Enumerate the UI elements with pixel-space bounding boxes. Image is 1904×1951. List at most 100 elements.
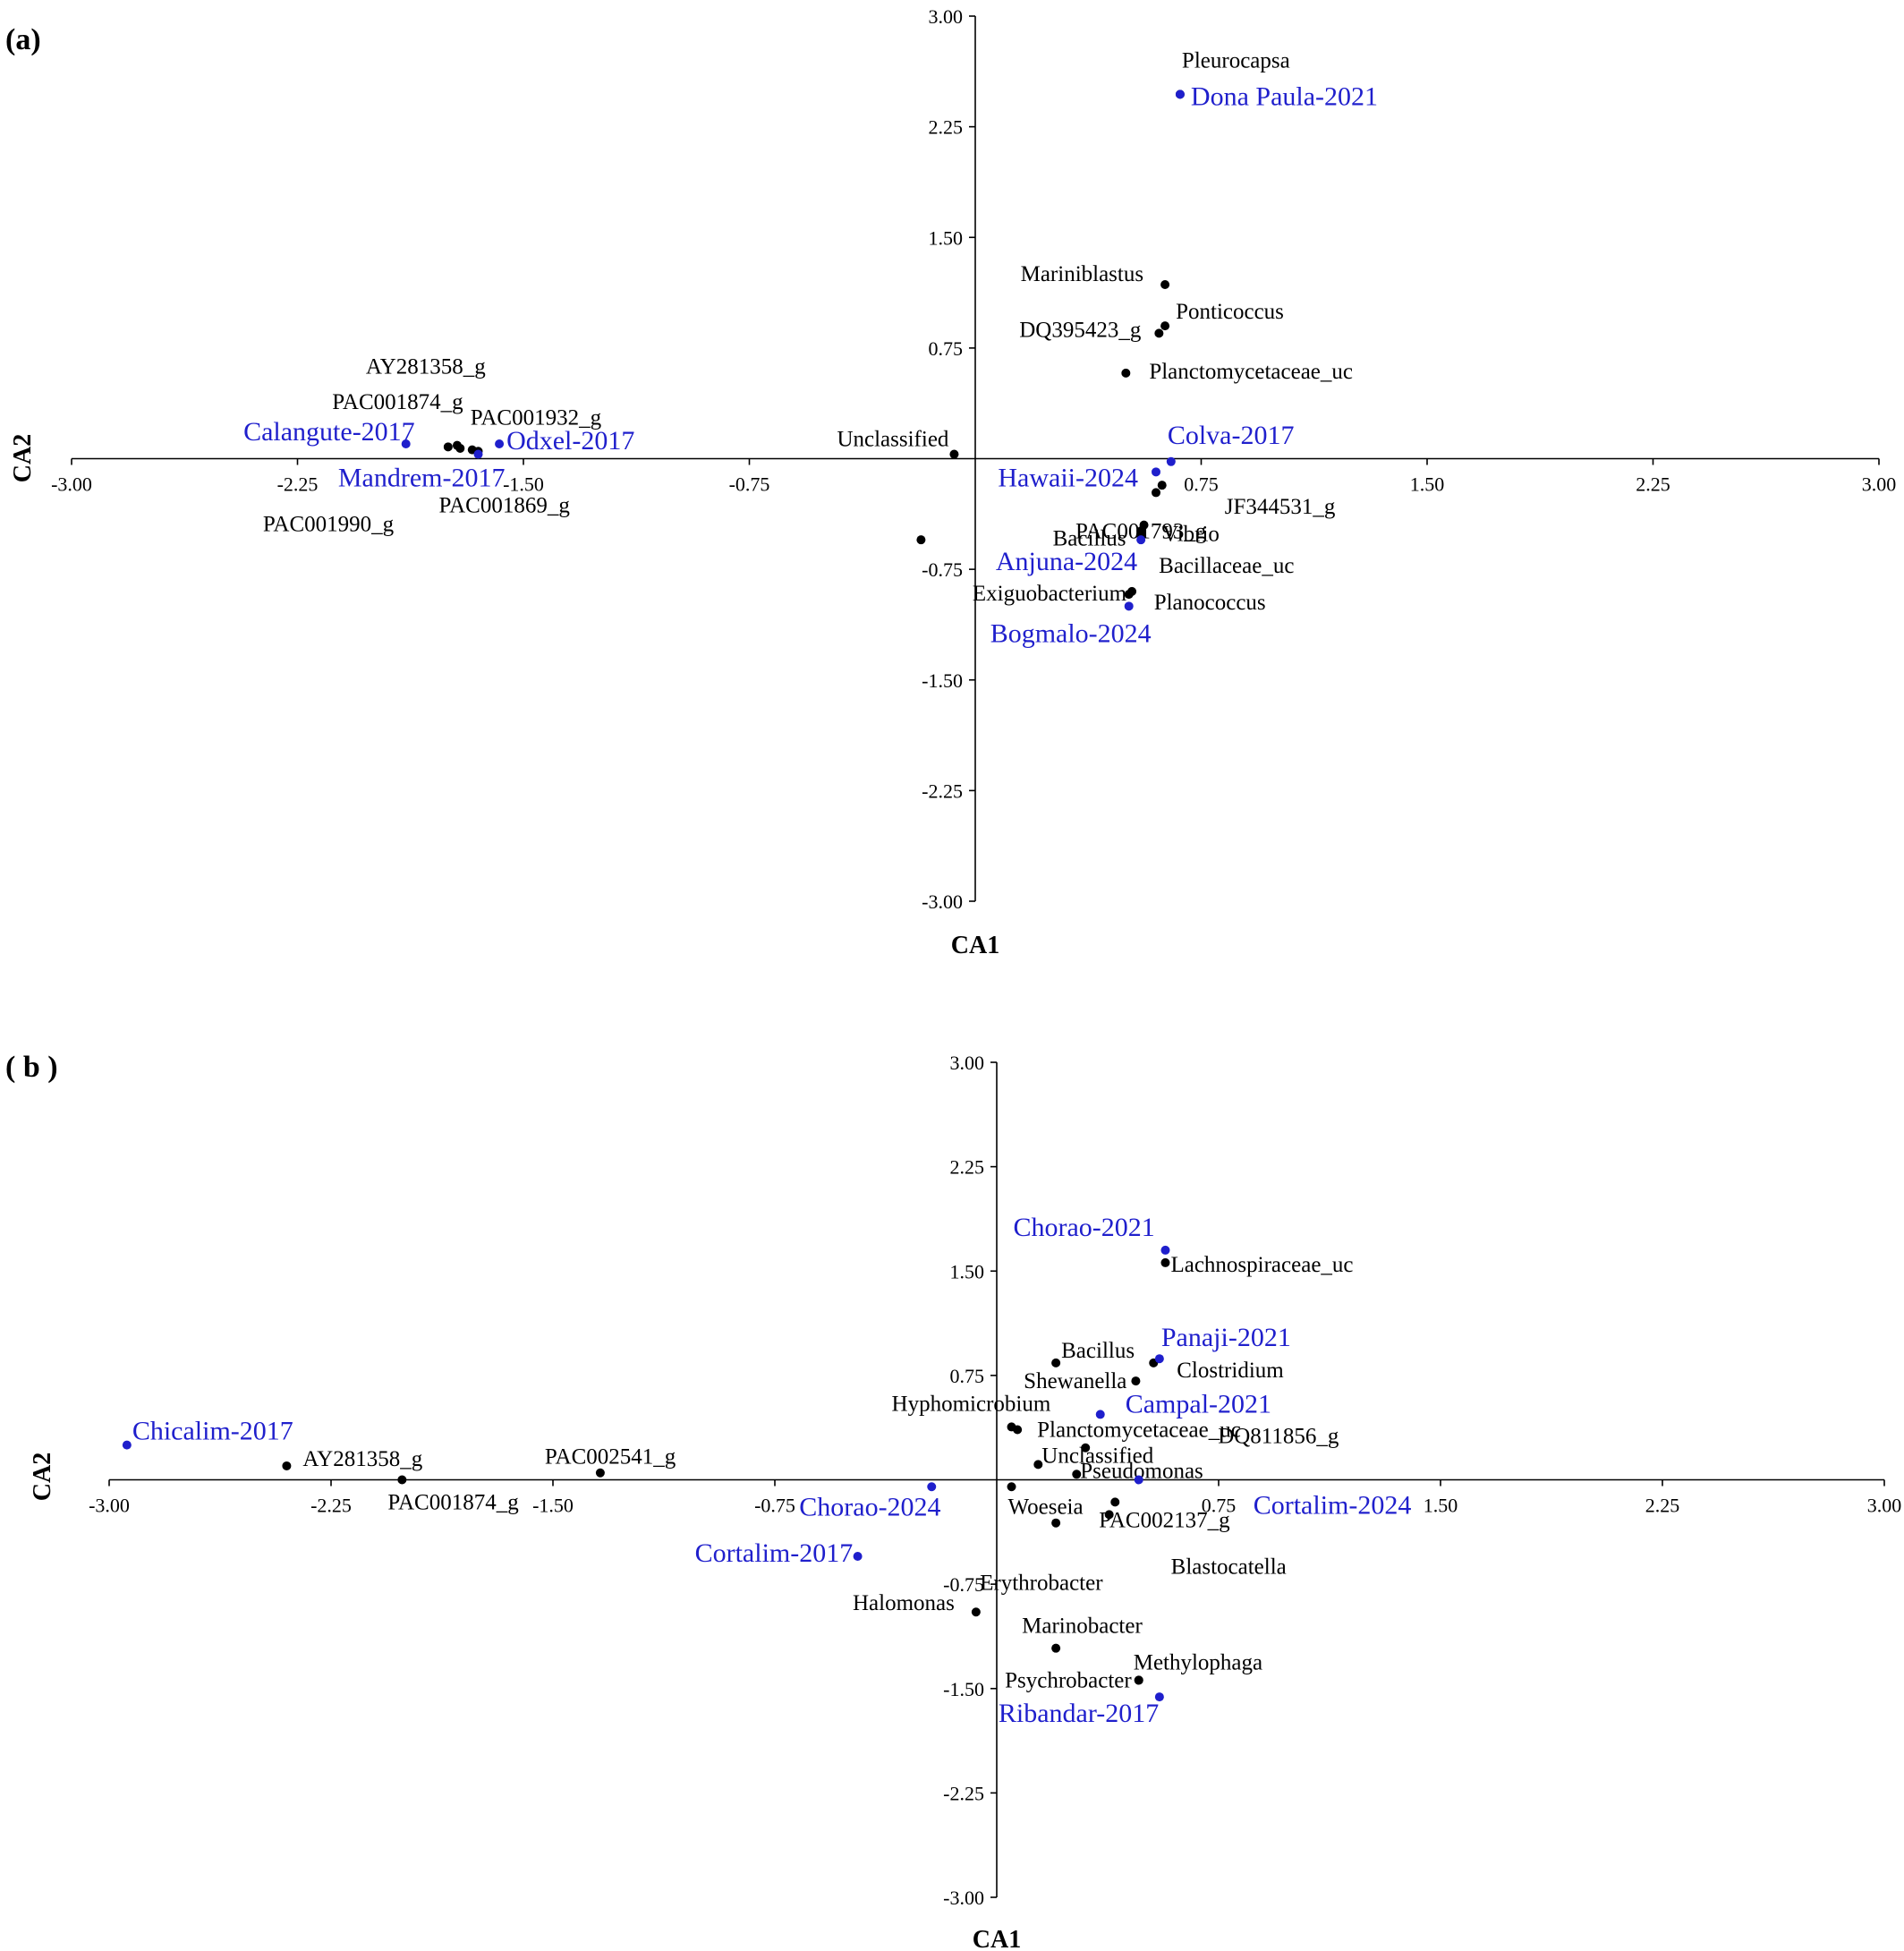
x-tick-label: -2.25: [310, 1495, 352, 1517]
x-tick-label: 2.25: [1636, 473, 1670, 496]
x-tick-label: 2.25: [1645, 1495, 1680, 1517]
x-tick-label: -1.50: [503, 473, 544, 496]
species-label: Shewanella: [1024, 1369, 1126, 1393]
species-label: Planococcus: [1154, 591, 1266, 615]
species-label: DQ811856_g: [1218, 1425, 1339, 1449]
x-tick-label: -0.75: [754, 1495, 795, 1517]
site-label: Calangute-2017: [243, 417, 415, 447]
site-label: Anjuna-2024: [996, 547, 1137, 576]
y-axis-title: CA2: [9, 434, 37, 482]
species-point: [397, 1475, 407, 1485]
site-point: [1152, 467, 1160, 477]
species-point: [1121, 368, 1131, 378]
site-label: Chorao-2024: [799, 1492, 940, 1521]
species-label: JF344531_g: [1225, 495, 1336, 519]
site-point: [1175, 89, 1185, 99]
species-point: [1072, 1470, 1082, 1479]
x-tick-label: 3.00: [1867, 1495, 1902, 1517]
species-label: PAC001874_g: [332, 390, 463, 414]
y-tick-label: 1.50: [950, 1260, 985, 1282]
species-point: [1051, 1518, 1061, 1528]
ca-biplot-panel-b: ( b ) -3.00 -2.25 -1.50 -0.75 0.75 1.50 2.25 3.0…: [5, 1051, 1901, 1951]
site-point: [1166, 456, 1176, 466]
species-point: [1160, 1257, 1170, 1267]
y-tick-label: 0.75: [929, 337, 964, 360]
site-point: [401, 439, 411, 449]
y-tick-label: 3.00: [929, 5, 964, 28]
x-tick-label: 1.50: [1410, 473, 1445, 496]
x-tick-label: 3.00: [1862, 473, 1897, 496]
site-point: [473, 449, 483, 459]
site-label: Chorao-2021: [1013, 1213, 1154, 1242]
panel-label: (a): [5, 23, 41, 56]
x-tick-label: 0.75: [1202, 1495, 1237, 1517]
site-point: [853, 1552, 863, 1562]
x-tick-label: -2.25: [277, 473, 319, 496]
ca-biplot-panel-a: (a) -3.00 -2.25 -1.50 -0.75 0.75 1.50 2.25 3.00 3…: [5, 5, 1897, 959]
species-point: [971, 1607, 981, 1617]
x-axis-title: CA1: [973, 1926, 1021, 1951]
site-point: [122, 1440, 132, 1450]
y-tick-label: 3.00: [950, 1052, 985, 1074]
site-point: [1095, 1410, 1105, 1419]
x-axis-title: CA1: [951, 932, 999, 959]
x-tick-label: -3.00: [89, 1495, 130, 1517]
y-tick-label: -3.00: [943, 1887, 984, 1909]
species-point: [1157, 481, 1167, 490]
species-label: Bacillaceae_uc: [1159, 554, 1294, 578]
y-tick-label: 2.25: [950, 1156, 985, 1179]
species-label: Clostridium: [1177, 1359, 1284, 1383]
species-label: Planctomycetaceae_uc: [1037, 1419, 1241, 1443]
site-label: Cortalim-2017: [695, 1538, 854, 1568]
species-label: Woeseia: [1008, 1495, 1084, 1519]
species-label: PAC002137_g: [1099, 1508, 1230, 1532]
species-label: Bacillus: [1053, 527, 1126, 551]
species-point: [1104, 1510, 1114, 1520]
site-point: [927, 1482, 937, 1492]
y-tick-label: -2.25: [943, 1782, 984, 1804]
species-label: Mariniblastus: [1021, 262, 1144, 286]
species-point: [282, 1461, 292, 1470]
species-label: Exiguobacterium: [973, 582, 1127, 606]
species-point: [949, 449, 959, 459]
species-point: [916, 535, 926, 545]
site-label: Bogmalo-2024: [990, 618, 1152, 648]
site-point: [1124, 601, 1134, 611]
species-label: Hyphomicrobium: [892, 1392, 1051, 1416]
y-tick-label: -0.75: [922, 558, 963, 581]
species-point: [1134, 1675, 1143, 1685]
x-tick-label: 1.50: [1424, 1495, 1458, 1517]
species-label: Halomonas: [853, 1591, 955, 1615]
site-label: Campal-2021: [1126, 1389, 1271, 1419]
species-label: Psychrobacter: [1005, 1668, 1132, 1692]
species-label: Vibrio: [1162, 522, 1220, 546]
site-label: Ribandar-2017: [999, 1699, 1159, 1728]
y-tick-label: -2.25: [922, 780, 963, 802]
species-point: [1160, 321, 1170, 331]
species-point: [1152, 488, 1160, 498]
species-point: [1154, 328, 1164, 338]
species-point: [1051, 1643, 1061, 1653]
x-tick-label: -0.75: [729, 473, 770, 496]
species-point: [595, 1468, 605, 1478]
site-point: [1134, 1475, 1143, 1485]
species-series: Pleurocapsa Mariniblastus Ponticoccus DQ395…: [263, 48, 1353, 615]
species-label: PAC002541_g: [545, 1445, 676, 1470]
y-tick-label: -0.75: [943, 1573, 984, 1596]
species-label: Erythrobacter: [980, 1572, 1103, 1596]
species-label: Bacillus: [1061, 1339, 1135, 1363]
site-series: Chorao-2021 Panaji-2021 Campal-2021 Chicali…: [122, 1213, 1412, 1728]
site-point: [1154, 1354, 1164, 1364]
x-tick-label: -3.00: [51, 473, 92, 496]
species-label: Marinobacter: [1022, 1614, 1143, 1639]
site-label: Cortalim-2024: [1254, 1491, 1412, 1521]
species-label: PAC001990_g: [263, 512, 395, 536]
species-label: Blastocatella: [1171, 1555, 1287, 1579]
y-tick-label: 1.50: [929, 226, 964, 249]
species-point: [1007, 1482, 1016, 1492]
species-label: Pleurocapsa: [1182, 48, 1290, 72]
y-tick-label: 0.75: [950, 1365, 985, 1387]
site-label: Panaji-2021: [1161, 1323, 1291, 1352]
x-tick-label: -1.50: [532, 1495, 574, 1517]
species-point: [1051, 1358, 1061, 1367]
